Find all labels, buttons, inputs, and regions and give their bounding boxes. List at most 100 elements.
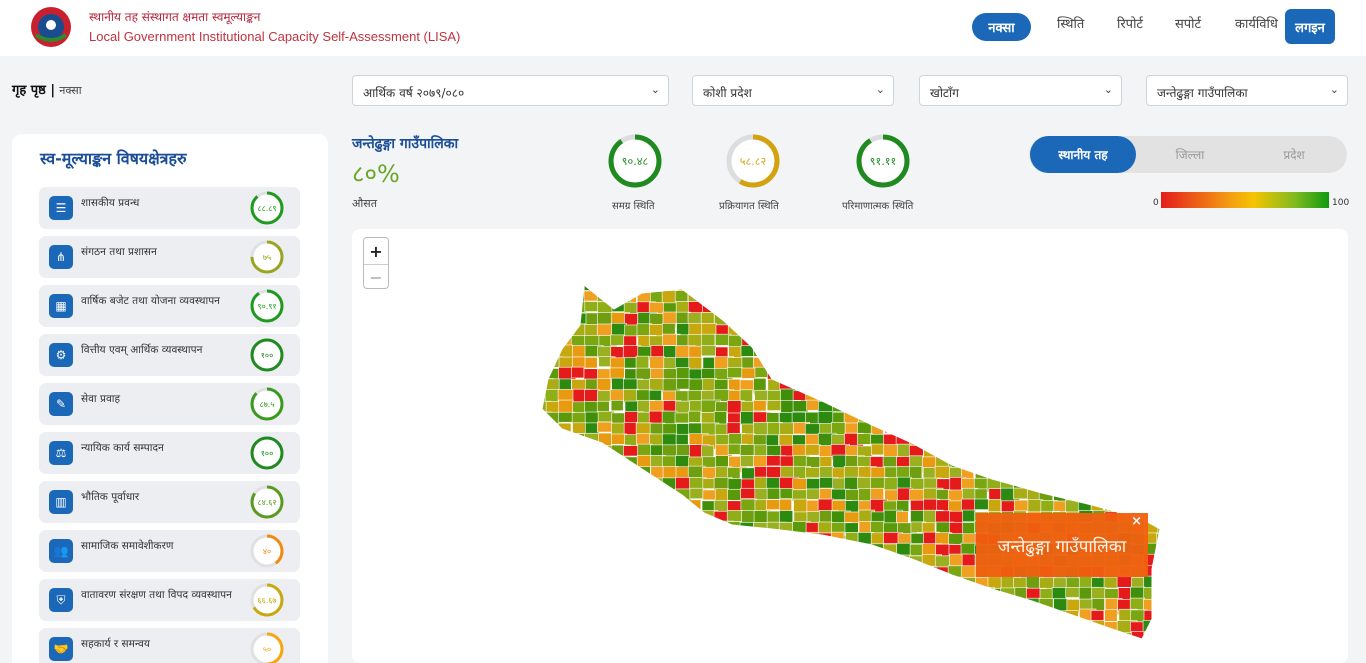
map-region[interactable] [1065, 587, 1082, 598]
map-region[interactable] [1143, 489, 1159, 507]
map-region[interactable] [1092, 467, 1106, 479]
map-region[interactable] [558, 630, 574, 644]
map-region[interactable] [1053, 432, 1071, 448]
map-region[interactable] [883, 554, 902, 572]
map-region[interactable] [804, 333, 824, 350]
map-region[interactable] [544, 311, 565, 325]
map-region[interactable] [546, 542, 561, 559]
map-region[interactable] [845, 555, 861, 569]
map-region[interactable] [598, 456, 614, 471]
map-region[interactable] [558, 587, 572, 601]
zoom-out-button[interactable]: − [364, 264, 388, 290]
map-region[interactable] [1155, 608, 1176, 625]
map-region[interactable] [598, 500, 615, 513]
nav-map[interactable]: नक्सा [972, 13, 1031, 41]
map-region[interactable] [714, 587, 730, 600]
map-region[interactable] [610, 644, 627, 655]
map-region[interactable] [1171, 281, 1187, 297]
map-region[interactable] [871, 620, 887, 635]
map-region[interactable] [1170, 544, 1187, 560]
map-region[interactable] [1156, 280, 1170, 292]
map-region[interactable] [545, 598, 565, 613]
map-region[interactable] [558, 290, 576, 303]
map-region[interactable] [1092, 642, 1109, 658]
map-region[interactable] [856, 564, 876, 578]
map-region[interactable] [624, 566, 641, 580]
map-region[interactable] [1051, 456, 1066, 474]
map-region[interactable] [636, 566, 651, 579]
map-region[interactable] [884, 564, 904, 581]
map-region[interactable] [674, 412, 690, 424]
map-region[interactable] [1143, 610, 1163, 622]
map-region[interactable] [713, 532, 729, 547]
login-button[interactable]: लगइन [1285, 9, 1335, 44]
map-region[interactable] [779, 587, 796, 600]
map-region[interactable] [1051, 587, 1067, 600]
map-region[interactable] [727, 598, 740, 616]
map-region[interactable] [715, 642, 732, 659]
map-region[interactable] [1014, 302, 1029, 317]
map-region[interactable] [1013, 401, 1028, 414]
map-region[interactable] [845, 312, 865, 326]
map-region[interactable] [805, 632, 826, 643]
map-region[interactable] [1103, 631, 1121, 643]
map-region[interactable] [895, 355, 913, 371]
map-region[interactable] [1144, 400, 1160, 418]
map-region[interactable] [688, 643, 705, 658]
map-region[interactable] [948, 621, 966, 636]
map-region[interactable] [767, 281, 782, 297]
map-region[interactable] [819, 368, 838, 383]
map-region[interactable] [571, 533, 586, 547]
map-region[interactable] [987, 598, 1004, 613]
map-region[interactable] [766, 357, 783, 374]
map-region[interactable] [883, 609, 898, 625]
map-region[interactable] [1116, 334, 1133, 349]
map-region[interactable] [674, 621, 688, 633]
map-region[interactable] [571, 620, 588, 636]
nav-support[interactable]: सपोर्ट [1175, 17, 1202, 32]
map-region[interactable] [936, 378, 951, 396]
map-region[interactable] [975, 289, 991, 303]
map-region[interactable] [1131, 488, 1148, 500]
map-region[interactable] [922, 279, 943, 294]
map-region[interactable] [923, 642, 941, 654]
map-region[interactable] [662, 509, 681, 527]
map-region[interactable] [857, 599, 876, 612]
map-region[interactable] [559, 565, 575, 577]
map-region[interactable] [688, 410, 701, 423]
map-region[interactable] [532, 577, 551, 590]
map-region[interactable] [1039, 434, 1056, 450]
map-region[interactable] [963, 643, 976, 656]
map-region[interactable] [832, 554, 853, 569]
map-region[interactable] [1118, 366, 1134, 379]
map-region[interactable] [1131, 422, 1146, 436]
map-region[interactable] [1104, 499, 1123, 513]
map-region[interactable] [871, 302, 891, 316]
map-region[interactable] [923, 620, 942, 637]
map-region[interactable] [1026, 444, 1041, 460]
map-region[interactable] [546, 488, 564, 506]
map-region[interactable] [766, 344, 786, 362]
map-region[interactable] [1066, 455, 1081, 469]
map-region[interactable] [1052, 289, 1071, 302]
map-region[interactable] [1155, 356, 1173, 374]
map-region[interactable] [741, 543, 758, 555]
map-region[interactable] [1025, 389, 1043, 402]
map-region[interactable] [1156, 543, 1169, 557]
map-region[interactable] [1104, 455, 1119, 472]
map-region[interactable] [908, 290, 922, 306]
map-region[interactable] [533, 357, 551, 372]
map-region[interactable] [1052, 620, 1068, 635]
map-region[interactable] [778, 291, 795, 307]
map-region[interactable] [726, 631, 747, 645]
map-region[interactable] [1130, 389, 1149, 404]
map-region[interactable] [662, 554, 677, 567]
map-region[interactable] [871, 565, 886, 582]
map-region[interactable] [1039, 378, 1059, 392]
map-region[interactable] [650, 587, 664, 604]
map-region[interactable] [857, 291, 875, 305]
map-region[interactable] [558, 544, 574, 559]
map-region[interactable] [534, 476, 553, 492]
map-region[interactable] [1104, 379, 1124, 394]
map-region[interactable] [987, 499, 1002, 513]
